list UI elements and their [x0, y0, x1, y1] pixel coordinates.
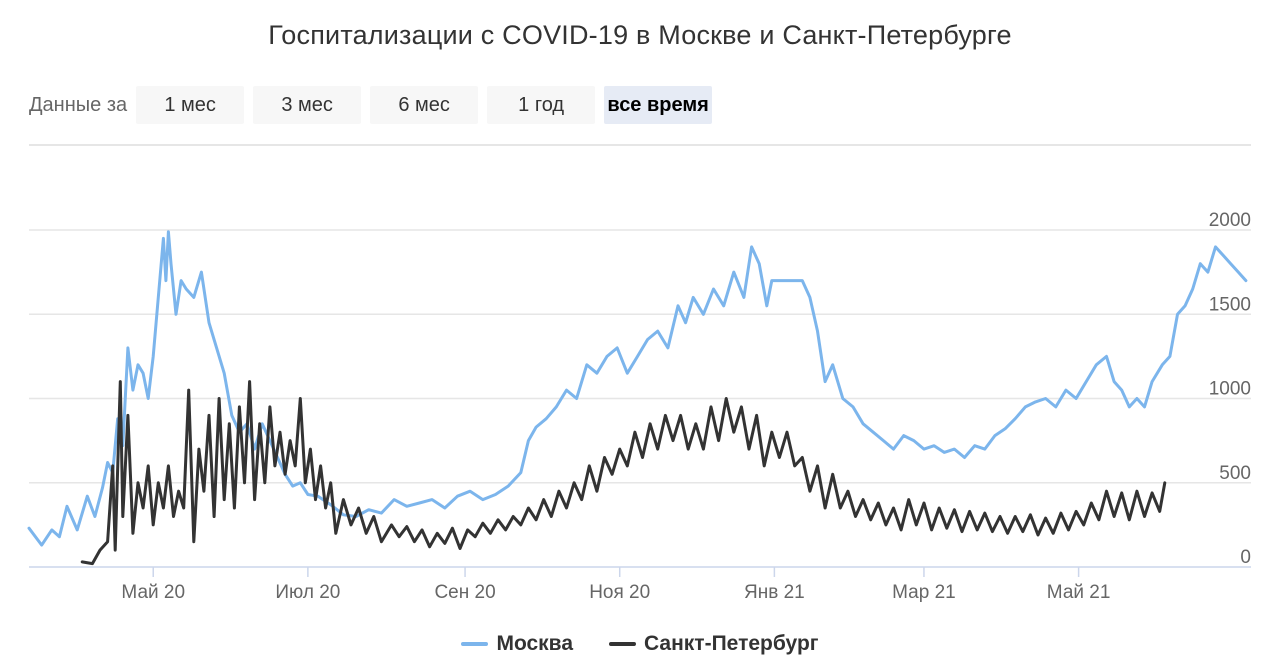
x-tick-label-6: Май 21: [1047, 582, 1111, 603]
x-tick-label-1: Июл 20: [275, 582, 340, 603]
x-tick-label-5: Мар 21: [892, 582, 956, 603]
range-label: Данные за: [29, 93, 128, 116]
x-tick-label-0: Май 20: [121, 582, 185, 603]
legend-swatch-spb: [609, 642, 636, 646]
range-selector: Данные за 1 мес 3 мес 6 мес 1 год все вр…: [29, 86, 721, 124]
x-tick-label-3: Ноя 20: [589, 582, 650, 603]
legend-swatch-moscow: [461, 642, 489, 646]
series-line-spb: [80, 380, 1167, 566]
range-button-1-month[interactable]: 1 мес: [136, 86, 245, 124]
legend-label-moscow: Москва: [496, 632, 573, 655]
chart-legend: Москва Санкт-Петербург: [0, 632, 1280, 656]
range-button-all-time[interactable]: все время: [604, 86, 713, 124]
x-tick-label-2: Сен 20: [434, 582, 495, 603]
range-button-1-year[interactable]: 1 год: [487, 86, 596, 124]
y-tick-label-2000: 2000: [1209, 210, 1251, 231]
y-tick-label-1000: 1000: [1209, 379, 1251, 400]
header-divider: [29, 144, 1251, 146]
chart-title: Госпитализации с COVID-19 в Москве и Сан…: [268, 20, 1012, 50]
legend-item-spb[interactable]: Санкт-Петербург: [609, 632, 819, 656]
legend-item-moscow[interactable]: Москва: [461, 632, 573, 656]
y-tick-label-1500: 1500: [1209, 294, 1251, 315]
legend-label-spb: Санкт-Петербург: [644, 632, 819, 655]
y-tick-label-500: 500: [1219, 463, 1251, 484]
range-button-3-months[interactable]: 3 мес: [253, 86, 362, 124]
series-line-moscow: [27, 230, 1248, 547]
y-tick-label-0: 0: [1240, 547, 1251, 568]
range-button-6-months[interactable]: 6 мес: [370, 86, 479, 124]
x-tick-label-4: Янв 21: [744, 582, 805, 603]
